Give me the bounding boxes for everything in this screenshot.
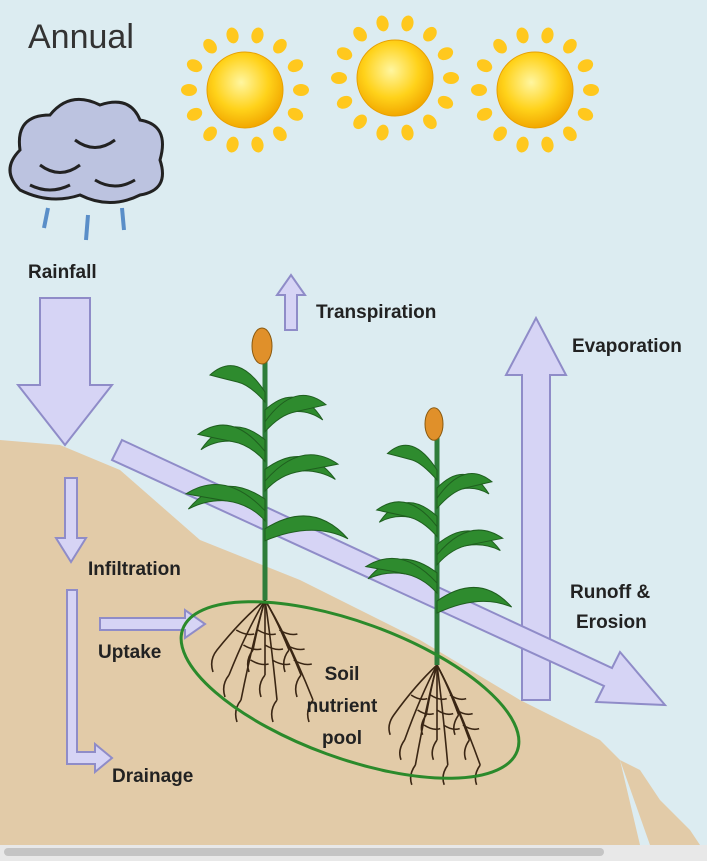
root (388, 664, 438, 736)
transpiration-arrow (275, 273, 307, 331)
sun-ray (181, 84, 197, 96)
evaporation-label: Evaporation (572, 336, 682, 357)
leaf (264, 454, 340, 493)
sun-ray (336, 95, 353, 109)
root (264, 599, 291, 723)
infiltration-arrow (54, 477, 88, 564)
plant (364, 407, 513, 786)
sun-ray (563, 38, 577, 54)
sun-ray (583, 84, 599, 96)
sun-ray (437, 95, 454, 109)
uptake-arrow (99, 608, 207, 640)
sun-ray (251, 136, 264, 153)
leaf (436, 529, 504, 567)
sun-ray (493, 38, 507, 54)
sun-ray (376, 124, 389, 141)
suns (181, 15, 599, 153)
title: Annual (28, 18, 134, 56)
root (258, 599, 284, 698)
sun-ray (287, 59, 304, 73)
sun-ray (203, 126, 217, 142)
plant (184, 327, 349, 723)
drainage-arrow (66, 589, 114, 775)
tassel (251, 327, 273, 365)
root (420, 664, 447, 736)
root (264, 599, 314, 723)
sun-ray (401, 15, 414, 32)
pool-label: nutrient (307, 696, 378, 717)
root (210, 599, 266, 673)
sun-ray (577, 59, 594, 73)
sun-ray (203, 38, 217, 54)
plants (184, 327, 513, 786)
pool-label: Soil (325, 664, 360, 685)
sun-ray (471, 84, 487, 96)
soil (0, 440, 640, 845)
sun-ray (336, 47, 353, 61)
sun-ray (353, 114, 367, 130)
sun-ray (376, 15, 389, 32)
sun-ray (516, 136, 529, 153)
sun (496, 51, 574, 129)
leaf (264, 394, 328, 434)
sun-ray (437, 47, 454, 61)
rainfall-label: Rainfall (28, 262, 97, 283)
cloud (8, 97, 164, 241)
leaf (436, 587, 513, 614)
tassel (424, 407, 444, 441)
sun-ray (563, 126, 577, 142)
sun-ray (476, 59, 493, 73)
sun-ray (273, 38, 287, 54)
leaf (436, 473, 494, 510)
sun-ray (186, 107, 203, 121)
sun-ray (401, 124, 414, 141)
sun-ray (226, 27, 239, 44)
root (436, 664, 460, 786)
infiltration-label: Infiltration (88, 559, 181, 580)
uptake-label: Uptake (98, 642, 161, 663)
sun-ray (226, 136, 239, 153)
leaf (364, 557, 438, 595)
sun-ray (541, 27, 554, 44)
leaf (208, 365, 266, 404)
drainage-label: Drainage (112, 766, 193, 787)
sun-ray (493, 126, 507, 142)
sun-ray (443, 72, 459, 84)
sun-ray (293, 84, 309, 96)
leaf (386, 444, 438, 482)
sun-ray (516, 27, 529, 44)
leaf (184, 484, 266, 523)
scrollbar-thumb (4, 848, 604, 856)
pool-label: pool (322, 728, 362, 749)
soil-edge (620, 760, 700, 845)
sun (206, 51, 284, 129)
sun-ray (541, 136, 554, 153)
sun (356, 39, 434, 117)
leaf (196, 424, 266, 463)
sun-ray (273, 126, 287, 142)
leaf (264, 515, 349, 542)
transpiration-label: Transpiration (316, 302, 436, 323)
runoff-label: Runoff & (570, 582, 650, 603)
sun-ray (577, 107, 594, 121)
sun-ray (476, 107, 493, 121)
sun-ray (331, 72, 347, 84)
sun-ray (251, 27, 264, 44)
sun-ray (353, 26, 367, 42)
runoff-label: Erosion (576, 612, 647, 633)
rainfall-arrow (15, 297, 115, 447)
sun-ray (287, 107, 304, 121)
sun-ray (186, 59, 203, 73)
leaf (375, 501, 438, 538)
sun-ray (423, 114, 437, 130)
nutrient-pool (179, 600, 521, 780)
sun-ray (423, 26, 437, 42)
